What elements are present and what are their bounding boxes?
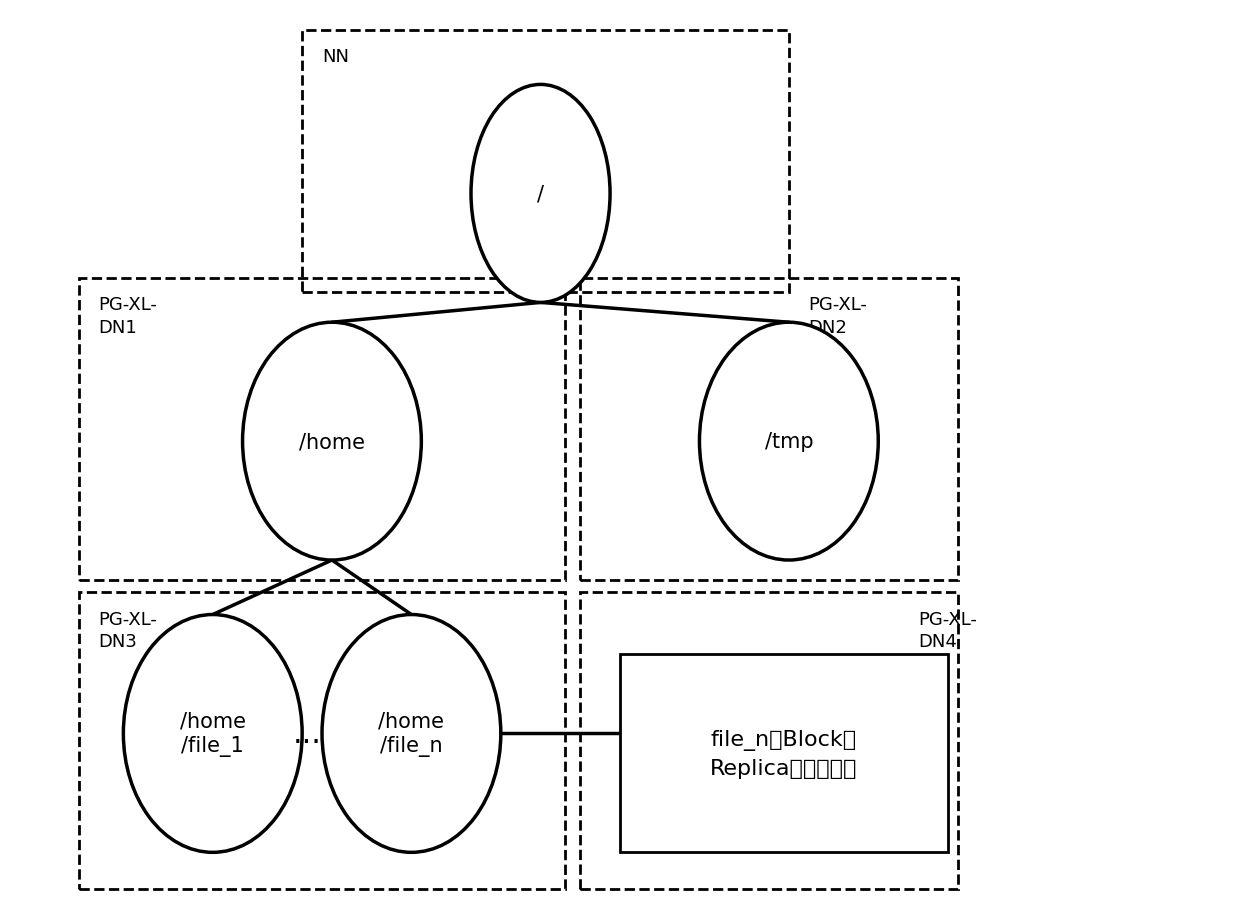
Text: file_n的Block和
Replica的相关信息: file_n的Block和 Replica的相关信息 <box>711 729 858 778</box>
Text: ...: ... <box>293 719 321 748</box>
Text: /: / <box>537 184 544 204</box>
Text: /home
/file_1: /home /file_1 <box>180 711 246 756</box>
Bar <box>303 31 789 293</box>
Bar <box>620 654 947 853</box>
Text: /home: /home <box>299 432 365 452</box>
Text: /tmp: /tmp <box>765 432 813 452</box>
Ellipse shape <box>243 322 422 560</box>
Ellipse shape <box>699 322 878 560</box>
Text: PG-XL-
DN3: PG-XL- DN3 <box>98 609 157 650</box>
Bar <box>580 279 957 580</box>
Bar <box>580 592 957 889</box>
Bar <box>78 592 565 889</box>
Ellipse shape <box>322 615 501 853</box>
Text: NN: NN <box>322 47 348 66</box>
Text: /home
/file_n: /home /file_n <box>378 711 444 756</box>
Ellipse shape <box>123 615 303 853</box>
Ellipse shape <box>471 86 610 303</box>
Text: PG-XL-
DN1: PG-XL- DN1 <box>98 296 157 336</box>
Text: PG-XL-
DN4: PG-XL- DN4 <box>918 609 977 650</box>
Bar <box>78 279 565 580</box>
Text: PG-XL-
DN2: PG-XL- DN2 <box>808 296 868 336</box>
